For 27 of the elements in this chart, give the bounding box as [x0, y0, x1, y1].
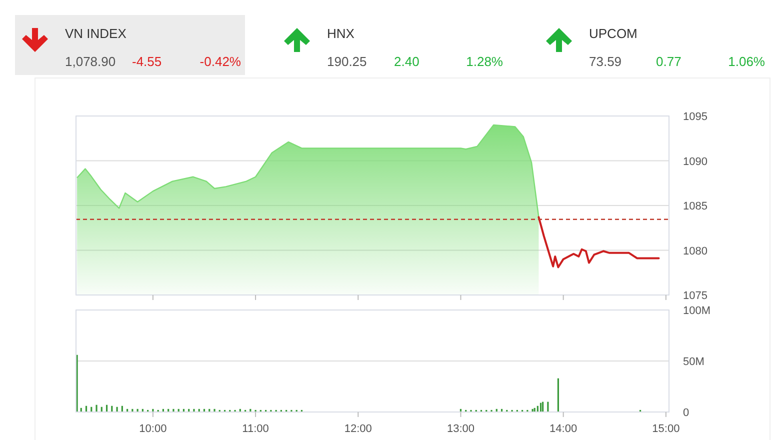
text: 1,078.90 [65, 54, 116, 69]
x-tick-label: 15:00 [652, 423, 680, 435]
y-tick-label: 1085 [683, 200, 708, 212]
text: 190.25 [327, 54, 367, 69]
text: 1.28% [466, 54, 504, 69]
text: -4.55 [132, 54, 162, 69]
y-tick-label: 1075 [683, 290, 708, 302]
x-tick-label: 13:00 [446, 423, 474, 435]
text: UPCOM [589, 26, 638, 41]
y-tick-label: 50M [683, 356, 704, 368]
y-tick-label: 1095 [683, 111, 708, 123]
text: -0.42% [200, 54, 242, 69]
y-tick-label: 1080 [683, 245, 708, 258]
text: HNX [327, 26, 355, 41]
x-tick-label: 10:00 [139, 423, 167, 435]
text: 1.06% [728, 54, 766, 69]
y-tick-label: 1090 [683, 156, 708, 168]
text: VN INDEX [65, 26, 127, 41]
y-tick-label: 0 [683, 407, 690, 419]
x-tick-label: 12:00 [344, 423, 372, 435]
text: 73.59 [589, 54, 622, 69]
text: 2.40 [394, 54, 420, 69]
x-tick-label: 14:00 [550, 423, 578, 435]
x-tick-label: 11:00 [242, 423, 269, 435]
line-series [538, 216, 660, 268]
y-tick-label: 100M [683, 305, 711, 317]
text: 0.77 [656, 54, 682, 69]
